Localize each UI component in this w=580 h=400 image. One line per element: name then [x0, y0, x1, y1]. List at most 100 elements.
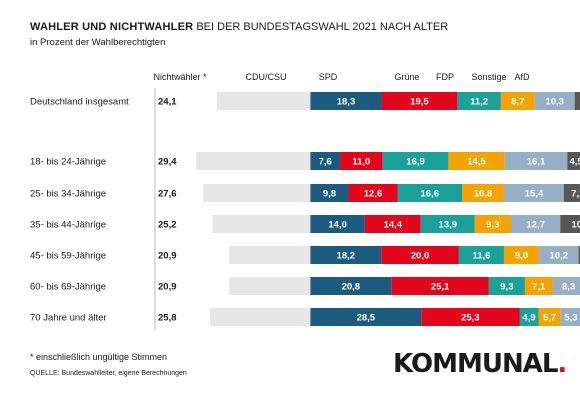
bar-label-fdp: 7,1: [532, 282, 546, 293]
bar-label-nichtwaehler: 25,8: [158, 313, 177, 324]
legend-gruene: Grüne: [394, 72, 419, 82]
bar-label-sonstige: 12,7: [526, 220, 545, 231]
bar-label-gruene: 16,9: [406, 157, 425, 168]
chart-title-bold: WAHLER UND NICHTWAHLER: [30, 21, 194, 33]
bar-nichtwaehler: [216, 92, 311, 110]
bar-spd: [364, 215, 421, 233]
bar-spd: [391, 277, 489, 295]
bar-label-sonstige: 5,3: [564, 313, 577, 324]
bar-label-gruene: 16,6: [420, 189, 439, 200]
bar-gruene: [382, 152, 449, 170]
bar-spd: [348, 184, 398, 202]
bar-sonstige: [534, 92, 575, 110]
bar-label-sonstige: 10,2: [550, 251, 569, 262]
bar-cdu: [310, 215, 365, 233]
bar-label-fdp: 10,8: [474, 189, 493, 200]
legend-spd: SPD: [319, 72, 338, 82]
logo-dot: .: [557, 349, 567, 379]
footnote: * einschließlich ungültige Stimmen: [30, 352, 168, 362]
bar-cdu: [310, 308, 422, 326]
logo-text: KOMMUNAL: [393, 349, 558, 379]
bar-label-nichtwaehler: 25,2: [158, 220, 177, 231]
bar-cdu: [310, 92, 382, 110]
bar-label-fdp: 9,3: [486, 220, 499, 231]
bar-label-gruene: 13,9: [439, 220, 458, 231]
bar-sonstige: [538, 246, 579, 264]
bar-afd: [563, 184, 580, 202]
bar-label-nichtwaehler: 20,9: [158, 251, 177, 262]
bar-sonstige: [560, 308, 580, 326]
bar-nichtwaehler: [196, 152, 311, 170]
bar-label-fdp: 9,0: [515, 251, 528, 262]
bar-label-spd: 12,6: [364, 189, 383, 200]
bar-fdp: [538, 308, 561, 326]
bar-cdu: [310, 277, 392, 295]
bar-label-spd: 20,0: [411, 251, 430, 262]
bar-label-gruene: 11,2: [470, 97, 488, 108]
bar-label-sonstige: 10,3: [545, 97, 564, 108]
bar-label-sonstige: 16,1: [527, 157, 546, 168]
bar-label-gruene: 9,3: [500, 282, 513, 293]
bar-fdp: [474, 215, 511, 233]
bar-spd: [381, 246, 459, 264]
bar-label-fdp: 5,7: [543, 313, 556, 324]
bar-label-afd: 4,5: [569, 157, 580, 168]
kommunal-logo: KOMMUNAL.: [393, 349, 567, 379]
bar-label-fdp: 14,5: [467, 157, 486, 168]
bar-gruene: [457, 92, 501, 110]
bar-label-nichtwaehler: 29,4: [158, 157, 177, 168]
bar-afd: [560, 215, 580, 233]
bar-label-sonstige: 8,3: [562, 282, 575, 293]
bar-spd: [339, 152, 383, 170]
bar-fdp: [461, 184, 504, 202]
bar-sonstige: [552, 277, 580, 295]
chart-title-rest: BEI DER BUNDESTAGSWAHL 2021 NACH ALTER: [193, 21, 449, 33]
bar-label-cdu: 9,8: [323, 189, 336, 200]
bar-afd: [574, 92, 580, 110]
bar-fdp: [503, 246, 539, 264]
row-label: 70 Jahre und älter: [30, 313, 107, 324]
legend-nichtwaehler: Nichtwähler *: [153, 72, 207, 82]
bar-fdp: [524, 277, 553, 295]
bar-label-cdu: 28,5: [357, 313, 376, 324]
bar-sonstige: [504, 152, 568, 170]
source-note: QUELLE: Bundeswahlleiter, eigene Berechn…: [30, 370, 187, 377]
bar-label-spd: 25,1: [431, 282, 450, 293]
bar-spd: [381, 92, 458, 110]
bar-label-afd: 10,5: [571, 220, 580, 231]
bar-sonstige: [510, 215, 561, 233]
bar-nichtwaehler: [229, 246, 311, 264]
bar-label-spd: 14,4: [384, 220, 403, 231]
bar-gruene: [519, 308, 539, 326]
bar-gruene: [488, 277, 525, 295]
bar-label-cdu: 20,8: [342, 282, 361, 293]
bar-label-gruene: 11,6: [472, 251, 490, 262]
bar-nichtwaehler: [212, 215, 311, 233]
row-label: 45- bis 59-Jährige: [30, 251, 106, 262]
bar-label-cdu: 7,6: [319, 157, 332, 168]
row-label: 25- bis 34-Jährige: [30, 189, 106, 200]
row-label: Deutschland insgesamt: [30, 97, 129, 108]
legend-fdp: FDP: [436, 72, 454, 82]
bar-gruene: [420, 215, 475, 233]
bar-label-nichtwaehler: 27,6: [158, 189, 177, 200]
chart-title: WAHLER UND NICHTWAHLER BEI DER BUNDESTAG…: [30, 21, 448, 34]
bar-cdu: [310, 246, 382, 264]
bar-sonstige: [503, 184, 564, 202]
bar-label-cdu: 14,0: [328, 220, 347, 231]
chart-subtitle: in Prozent der Wahlberechtigten: [30, 37, 166, 48]
row-label: 35- bis 44-Jährige: [30, 220, 106, 231]
bar-nichtwaehler: [210, 308, 311, 326]
chart-header: WAHLER UND NICHTWAHLER BEI DER BUNDESTAG…: [30, 21, 448, 49]
row-label: 60- bis 69-Jährige: [30, 282, 106, 293]
bar-label-cdu: 18,2: [337, 251, 356, 262]
bar-label-cdu: 18,3: [337, 97, 356, 108]
bar-cdu: [310, 184, 349, 202]
bar-afd: [567, 152, 580, 170]
bar-spd: [421, 308, 520, 326]
bar-cdu: [310, 152, 340, 170]
bar-label-nichtwaehler: 24,1: [158, 97, 177, 108]
bar-label-spd: 19,5: [410, 97, 429, 108]
bar-label-sonstige: 15,4: [525, 189, 544, 200]
bar-afd: [578, 246, 580, 264]
